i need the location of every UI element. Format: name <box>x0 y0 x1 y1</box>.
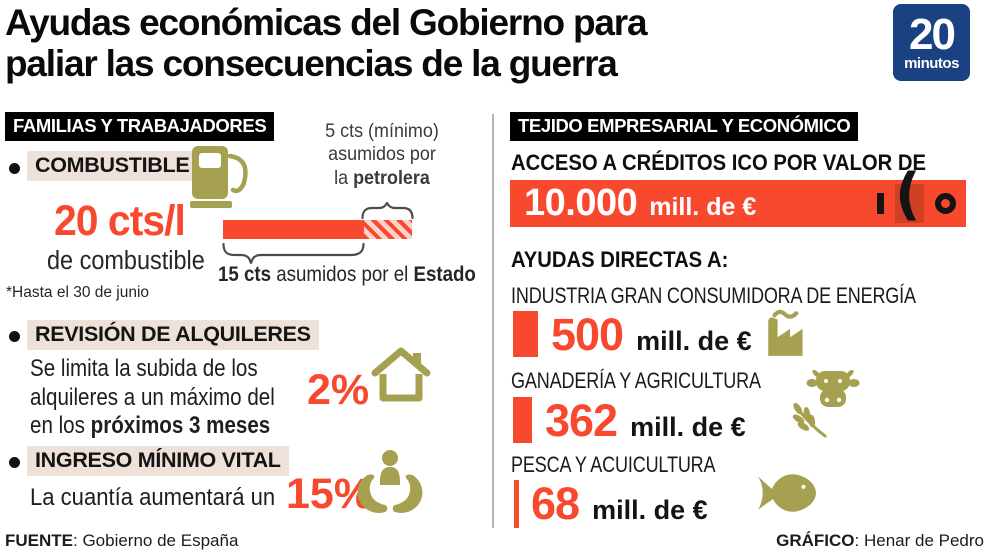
gas-pump-icon <box>190 146 248 208</box>
right-section-header: TEJIDO EMPRESARIAL Y ECONÓMICO <box>510 112 859 141</box>
fish-icon <box>758 474 816 512</box>
income-label: INGRESO MÍNIMO VITAL <box>27 446 289 476</box>
rent-percentage: 2% <box>307 366 370 414</box>
aid-item-value-industry: 500 <box>551 309 624 360</box>
source-credit: FUENTE: Gobierno de España <box>5 531 239 550</box>
graphic-credit: GRÁFICO: Henar de Pedro <box>776 531 984 550</box>
aid-item-value-fishing: 68 <box>531 478 580 529</box>
aid-item-label-industry: INDUSTRIA GRAN CONSUMIDORA DE ENERGÍA <box>511 283 916 308</box>
hands-holding-baby-icon <box>357 450 423 513</box>
ico-logo-square: ( <box>895 167 924 223</box>
rent-label: REVISIÓN DE ALQUILERES <box>27 320 319 350</box>
overbrace-icon <box>361 202 414 220</box>
fuel-company-note-line3: la petrolera <box>334 166 430 189</box>
ico-logo-letter-o: O <box>935 193 956 214</box>
bullet-icon <box>9 331 20 342</box>
page-title-line1: Ayudas económicas del Gobierno para <box>5 2 648 43</box>
rent-text-line2: alquileres a un máximo del <box>30 383 275 411</box>
aid-item-value-row: 500 mill. de € <box>551 312 752 357</box>
aid-item-bar-fishing <box>514 480 519 528</box>
fuel-state-note: 15 cts asumidos por el Estado <box>218 262 476 286</box>
aid-item-unit: mill. de € <box>592 495 708 525</box>
underbrace-icon <box>222 242 365 264</box>
direct-aid-title: AYUDAS DIRECTAS A: <box>511 247 729 272</box>
aid-item-unit: mill. de € <box>630 412 746 442</box>
fuel-company-note: 5 cts (mínimo) asumidos por la petrolera <box>304 120 460 190</box>
fuel-bar-state-segment <box>223 220 364 239</box>
bullet-icon <box>9 163 20 174</box>
aid-item-label-fishing: PESCA Y ACUICULTURA <box>511 452 716 477</box>
ico-logo-letter-c: ( <box>895 162 921 227</box>
fuel-label: COMBUSTIBLE <box>27 151 198 181</box>
fuel-bar-company-segment <box>364 220 412 239</box>
ico-logo: ( O <box>877 167 956 227</box>
fuel-company-note-line2: asumidos por <box>328 143 436 166</box>
fuel-amount: 20 cts/l <box>54 197 186 245</box>
fuel-amount-caption: de combustible <box>47 247 205 275</box>
rent-text-line3: en los próximos 3 meses <box>30 412 271 440</box>
ico-credit-unit: mill. de € <box>649 193 757 221</box>
ico-credit-amount-row: 10.000 mill. de € <box>524 180 756 227</box>
factory-icon <box>768 309 803 356</box>
house-icon <box>371 347 431 402</box>
aid-item-value-row: 362 mill. de € <box>545 398 746 443</box>
rent-text-line1: Se limita la subida de los <box>30 355 258 382</box>
aid-item-value-farming: 362 <box>545 395 618 446</box>
newspaper-logo: 20 minutos <box>893 4 970 81</box>
logo-name: minutos <box>904 55 959 72</box>
aid-item-label-farming: GANADERÍA Y AGRICULTURA <box>511 368 761 393</box>
logo-number: 20 <box>909 10 956 59</box>
ico-credit-title: ACCESO A CRÉDITOS ICO POR VALOR DE <box>511 150 926 175</box>
ico-credit-bar: 10.000 mill. de € ( O <box>510 167 966 227</box>
bullet-icon <box>9 457 20 468</box>
aid-item-bar-industry <box>513 311 538 357</box>
aid-item-value-row: 68 mill. de € <box>531 481 708 526</box>
aid-item-bar-farming <box>513 397 532 443</box>
page-title-line2: paliar las consecuencias de la guerra <box>5 43 618 85</box>
income-text: La cuantía aumentará un <box>30 484 276 511</box>
fuel-company-note-line1: 5 cts (mínimo) <box>325 120 439 142</box>
left-section-header: FAMILIAS Y TRABAJADORES <box>5 112 275 141</box>
cow-and-wheat-icon <box>792 370 860 438</box>
fuel-footnote: *Hasta el 30 de junio <box>6 284 150 301</box>
ico-credit-amount: 10.000 <box>524 182 638 224</box>
aid-item-unit: mill. de € <box>636 326 752 356</box>
rent-text: Se limita la subida de los alquileres a … <box>30 355 275 441</box>
page-title: Ayudas económicas del Gobierno para pali… <box>5 2 775 85</box>
ico-logo-letter-i <box>877 193 884 214</box>
column-divider <box>492 114 494 528</box>
